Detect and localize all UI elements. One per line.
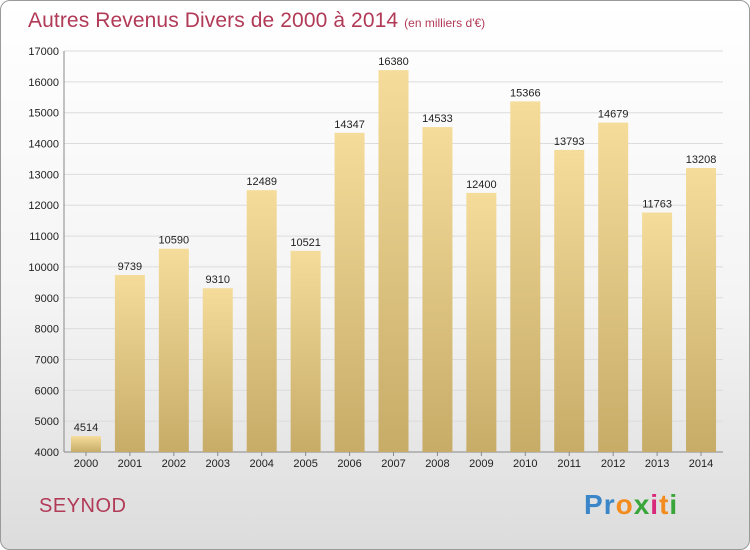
logo-letter: i <box>669 489 679 520</box>
x-tick-label: 2004 <box>249 458 273 470</box>
bars <box>70 70 717 452</box>
bar-value-label: 14679 <box>598 109 629 121</box>
x-tick-label: 2011 <box>557 458 581 470</box>
commune-name: SEYNOD <box>39 495 127 517</box>
bar-value-label: 12489 <box>246 176 277 188</box>
bar-2003 <box>202 288 233 452</box>
bar-value-label: 16380 <box>378 56 409 68</box>
bar-value-label: 14347 <box>334 119 365 131</box>
logo-letter: i <box>650 489 660 520</box>
logo-letter: P <box>584 489 604 520</box>
proxiti-logo: Proxiti <box>584 489 678 521</box>
y-tick-label: 5000 <box>35 416 59 428</box>
x-tick-label: 2012 <box>601 458 625 470</box>
x-tick-label: 2003 <box>206 458 230 470</box>
logo-letter: t <box>659 489 670 520</box>
bar-value-label: 4514 <box>74 422 98 434</box>
x-tick-label: 2002 <box>162 458 186 470</box>
bar-2005 <box>290 250 321 452</box>
bar-2010 <box>510 101 541 452</box>
y-tick-label: 8000 <box>35 324 59 336</box>
logo-letter: o <box>615 489 634 520</box>
y-tick-label: 9000 <box>35 293 59 305</box>
x-tick-label: 2009 <box>469 458 493 470</box>
y-tick-label: 4000 <box>35 447 59 459</box>
bar-value-label: 11763 <box>642 199 672 211</box>
bar-value-label: 13208 <box>686 154 717 166</box>
bar-2006 <box>334 132 365 452</box>
bar-value-label: 13793 <box>554 136 585 148</box>
y-tick-label: 11000 <box>29 231 59 243</box>
chart-title: Autres Revenus Divers de 2000 à 2014 (en … <box>28 9 485 33</box>
bar-2008 <box>422 127 453 452</box>
bar-value-label: 9739 <box>118 261 142 273</box>
y-tick-label: 13000 <box>28 169 59 181</box>
y-tick-label: 12000 <box>28 200 59 212</box>
logo-letter: r <box>603 489 616 520</box>
bar-2009 <box>466 192 497 452</box>
bar-value-label: 15366 <box>510 87 541 99</box>
x-tick-label: 2000 <box>74 458 98 470</box>
x-tick-label: 2013 <box>645 458 669 470</box>
y-tick-label: 7000 <box>35 354 59 366</box>
bar-2000 <box>70 436 101 452</box>
bar-value-label: 10590 <box>159 235 190 247</box>
bar-2014 <box>686 167 717 452</box>
x-tick-label: 2014 <box>689 458 713 470</box>
x-tick-label: 2006 <box>337 458 361 470</box>
y-tick-label: 16000 <box>28 77 59 89</box>
bar-2004 <box>246 190 277 452</box>
x-tick-label: 2001 <box>118 458 142 470</box>
y-tick-label: 15000 <box>28 108 59 120</box>
bar-value-label: 12400 <box>466 179 497 191</box>
x-tick-label: 2008 <box>425 458 449 470</box>
labels: 4000 5000 6000 7000 8000 9000 10000 11000 12000 1… <box>28 46 716 470</box>
chart-title-unit: (en milliers d'€) <box>404 16 486 30</box>
y-tick-label: 14000 <box>28 139 59 151</box>
bar-2012 <box>598 122 629 452</box>
bar-2007 <box>378 70 409 452</box>
bar-2013 <box>642 212 673 452</box>
bar-2002 <box>158 248 189 452</box>
x-tick-label: 2005 <box>293 458 317 470</box>
bar-2001 <box>114 274 145 452</box>
y-tick-label: 6000 <box>35 385 59 397</box>
bar-value-label: 9310 <box>206 274 230 286</box>
bar-value-label: 14533 <box>422 113 453 125</box>
y-tick-label: 10000 <box>28 262 59 274</box>
x-tick-label: 2010 <box>513 458 537 470</box>
bar-2011 <box>554 149 585 452</box>
x-tick-label: 2007 <box>381 458 405 470</box>
logo-letter: x <box>633 489 651 520</box>
chart-title-main: Autres Revenus Divers de 2000 à 2014 <box>28 9 399 32</box>
y-tick-label: 17000 <box>28 46 59 58</box>
bar-value-label: 10521 <box>290 237 321 249</box>
